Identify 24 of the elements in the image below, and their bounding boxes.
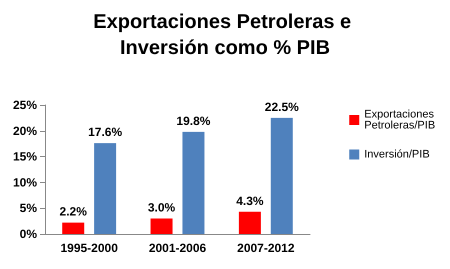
data-label: 2.2% xyxy=(60,204,88,219)
bar xyxy=(270,118,293,234)
bar xyxy=(62,222,84,234)
x-tick-label: 1995-2000 xyxy=(60,241,118,255)
legend-label: Inversión/PIB xyxy=(364,148,430,160)
x-tick-label: 2001-2006 xyxy=(148,241,207,255)
y-tick-label: 20% xyxy=(12,124,38,138)
legend-label: Exportaciones Petroleras/PIB xyxy=(364,108,438,132)
data-label: 19.8% xyxy=(176,114,211,128)
y-tick-label: 10% xyxy=(12,175,38,190)
y-tick-label: 15% xyxy=(12,150,38,164)
data-label: 4.3% xyxy=(236,194,264,208)
y-tick-label: 25% xyxy=(12,98,38,112)
bar xyxy=(94,143,116,234)
chart-title: Exportaciones Petroleras e Inversión como % PIB xyxy=(93,11,357,59)
x-tick-label: 2007-2012 xyxy=(237,241,295,255)
data-label: 3.0% xyxy=(148,200,176,215)
bar xyxy=(182,132,204,234)
data-label: 17.6% xyxy=(88,125,122,140)
bar xyxy=(150,218,173,234)
y-tick-label: 0% xyxy=(20,227,38,241)
data-label: 22.5% xyxy=(264,100,300,114)
y-tick-label: 5% xyxy=(20,201,38,216)
bar xyxy=(238,212,261,234)
